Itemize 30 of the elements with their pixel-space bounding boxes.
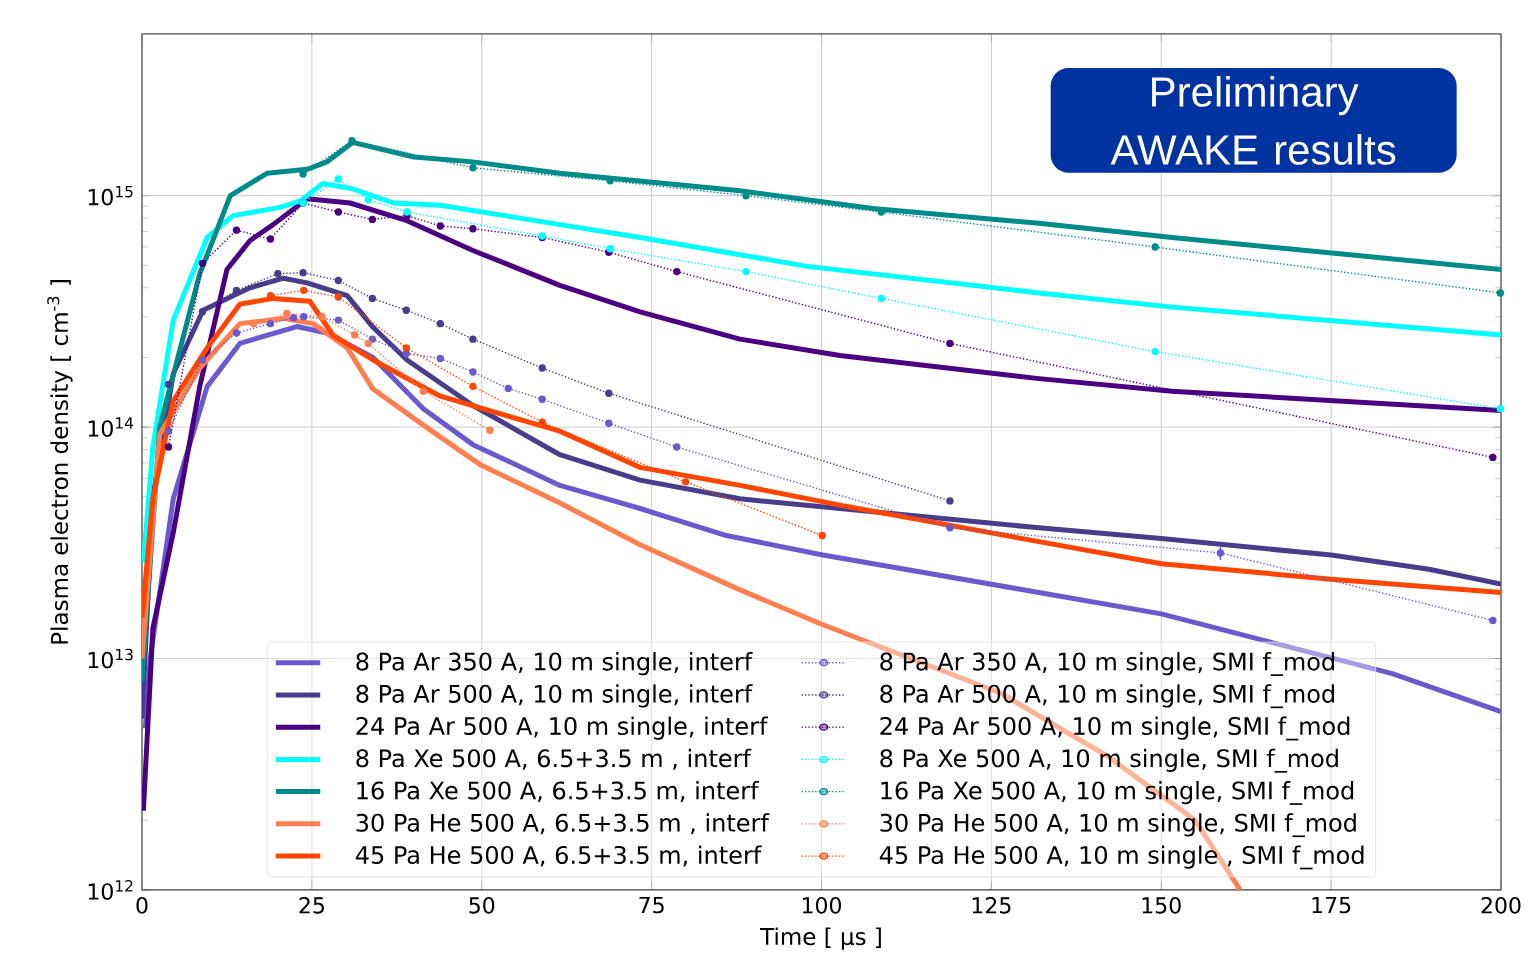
legend-label: 8 Pa Xe 500 A, 6.5+3.5 m , interf	[356, 748, 752, 770]
y-tick-label: 10$^{14}$	[88, 417, 134, 437]
y-axis-title: Plasma electron density [ cm$^{-3}$ ]	[47, 280, 73, 644]
legend-label: 8 Pa Ar 500 A, 10 m single, SMI f_mod	[880, 684, 1334, 709]
legend-label: 16 Pa Xe 500 A, 6.5+3.5 m, interf	[357, 781, 759, 803]
legend-label: 8 Pa Xe 500 A, 10 m single, SMI f_mod	[880, 748, 1338, 773]
legend-label: 8 Pa Ar 350 A, 10 m single, SMI f_mod	[880, 652, 1334, 676]
x-tick-label: 75	[639, 897, 664, 914]
x-tick-label: 150	[1142, 897, 1181, 914]
legend-label: 24 Pa Ar 500 A, 10 m single, SMI f_mod	[880, 716, 1350, 741]
y-tick-label: 10$^{12}$	[88, 880, 133, 900]
legend-label: 30 Pa He 500 A, 6.5+3.5 m , interf	[356, 813, 770, 835]
legend-label: 30 Pa He 500 A, 10 m single, SMI f_mod	[880, 813, 1356, 838]
x-tick-label: 0	[136, 897, 148, 914]
y-tick-label: 10$^{15}$	[88, 185, 133, 206]
x-tick-label: 50	[469, 897, 495, 914]
x-tick-label: 200	[1481, 897, 1521, 914]
x-tick-label: 100	[802, 897, 842, 914]
annotation: Preliminary AWAKE results	[1110, 75, 1396, 165]
x-tick-label: 125	[972, 897, 1011, 914]
legend-label: 8 Pa Ar 500 A, 10 m single, interf	[356, 684, 753, 708]
legend-label: 45 Pa He 500 A, 6.5+3.5 m, interf	[355, 845, 762, 867]
x-tick-label: 175	[1312, 897, 1351, 914]
legend-label: 16 Pa Xe 500 A, 10 m single, SMI f_mod	[881, 781, 1354, 805]
x-axis-title: Time [ μs ]	[760, 927, 881, 950]
y-tick-label: 10$^{13}$	[88, 648, 133, 669]
legend-label: 24 Pa Ar 500 A, 10 m single, interf	[356, 716, 768, 740]
legend-label: 8 Pa Ar 350 A, 10 m single, interf	[356, 652, 753, 676]
x-tick-label: 25	[299, 897, 324, 914]
legend-label: 45 Pa He 500 A, 10 m single , SMI f_mod	[879, 845, 1364, 870]
